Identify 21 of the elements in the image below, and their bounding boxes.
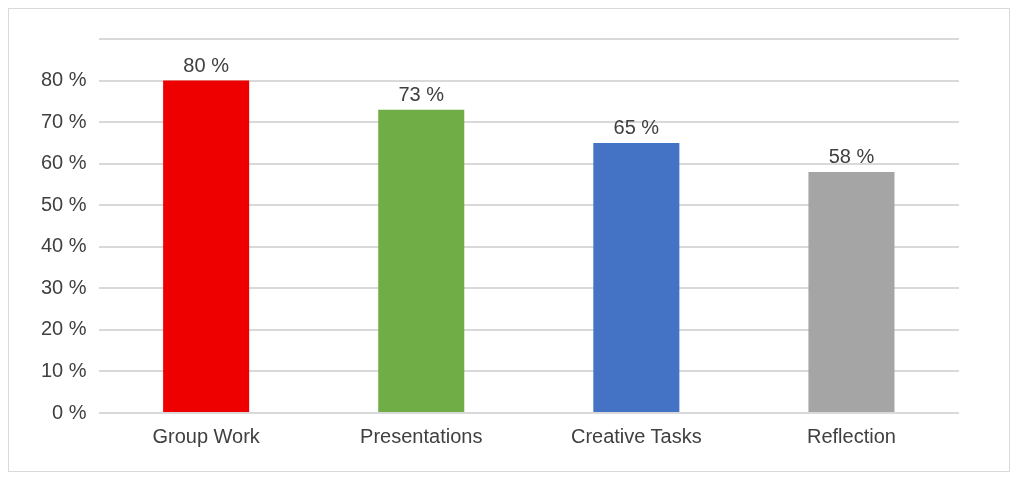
y-tick-label: 20 % xyxy=(40,317,87,340)
x-tick-label: Presentations xyxy=(360,424,483,447)
y-tick-label: 60 % xyxy=(40,151,87,174)
y-tick-label: 50 % xyxy=(40,192,87,215)
y-tick-label: 30 % xyxy=(40,275,87,298)
bar xyxy=(593,142,680,412)
y-tick-label: 70 % xyxy=(40,109,87,132)
x-tick-label: Group Work xyxy=(152,424,261,447)
x-tick-label: Creative Tasks xyxy=(570,424,702,447)
bar xyxy=(163,80,250,412)
y-tick-label: 10 % xyxy=(40,358,87,381)
y-tick-label: 0 % xyxy=(52,400,87,423)
x-tick-label: Reflection xyxy=(806,424,896,447)
y-tick-label: 40 % xyxy=(40,234,87,257)
data-label: 65 % xyxy=(613,116,660,139)
data-label: 58 % xyxy=(828,145,875,168)
data-label: 73 % xyxy=(398,83,445,106)
bar xyxy=(808,171,895,412)
data-label: 80 % xyxy=(183,54,230,77)
bar xyxy=(378,109,465,412)
y-tick-label: 80 % xyxy=(40,68,87,91)
